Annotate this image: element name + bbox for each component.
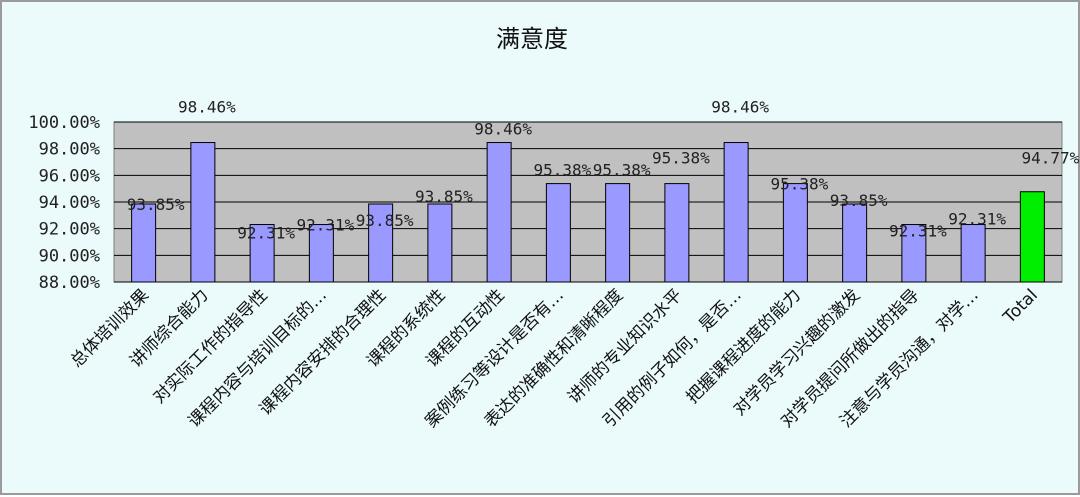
bar bbox=[368, 203, 394, 283]
data-label: 95.38% bbox=[652, 149, 710, 168]
bar bbox=[486, 142, 512, 283]
bar bbox=[131, 203, 157, 283]
data-label: 93.85% bbox=[356, 211, 414, 230]
category-label: 把握课程进度的能力 bbox=[683, 285, 805, 407]
data-label: 95.38% bbox=[770, 175, 828, 194]
y-axis-ticks: 100.00% 98.00% 96.00% 94.00% 92.00% 90.00% 88.… bbox=[28, 113, 100, 293]
category-labels: 总体培训效果讲师综合能力对实际工作的指导性课程内容与培训目标的…课程内容安排的合… bbox=[67, 285, 1042, 431]
data-label: 98.46% bbox=[178, 98, 236, 117]
bar bbox=[190, 142, 216, 283]
data-label: 93.85% bbox=[127, 195, 185, 214]
data-label: 92.31% bbox=[296, 216, 354, 235]
y-tick-label: 98.00% bbox=[39, 140, 100, 160]
bar bbox=[664, 183, 690, 283]
bar bbox=[901, 224, 927, 283]
bar bbox=[605, 183, 631, 283]
category-label: 讲师的专业知识水平 bbox=[564, 285, 686, 407]
data-label: 95.38% bbox=[593, 161, 651, 180]
y-tick-label: 88.00% bbox=[39, 273, 100, 293]
bar bbox=[723, 142, 749, 283]
y-tick-label: 94.00% bbox=[39, 193, 100, 213]
data-label: 94.77% bbox=[1021, 149, 1079, 168]
y-tick-label: 92.00% bbox=[39, 220, 100, 240]
chart-title: 满意度 bbox=[496, 25, 568, 53]
bar bbox=[545, 183, 571, 283]
y-tick-label: 90.00% bbox=[39, 246, 100, 266]
bar bbox=[427, 203, 453, 283]
bar bbox=[842, 203, 868, 283]
bar bbox=[308, 224, 334, 283]
data-label: 98.46% bbox=[711, 98, 769, 117]
data-label: 92.31% bbox=[889, 222, 947, 241]
y-tick-label: 96.00% bbox=[39, 166, 100, 186]
bar bbox=[249, 224, 275, 283]
bar bbox=[960, 224, 986, 283]
data-label: 98.46% bbox=[474, 120, 532, 139]
data-label: 93.85% bbox=[415, 187, 473, 206]
data-label: 95.38% bbox=[533, 161, 591, 180]
category-label: Total bbox=[999, 285, 1042, 328]
data-label: 93.85% bbox=[830, 191, 888, 210]
bar bbox=[1019, 191, 1045, 283]
category-label: 对实际工作的指导性 bbox=[149, 285, 271, 407]
data-label: 92.31% bbox=[948, 210, 1006, 229]
bars bbox=[131, 142, 1045, 283]
data-labels: 93.85%98.46%92.31% 92.31% 93.85%93.85%98.4… bbox=[127, 98, 1080, 243]
bar bbox=[782, 183, 808, 283]
data-label: 92.31% bbox=[237, 224, 295, 243]
y-tick-label: 100.00% bbox=[28, 113, 100, 133]
